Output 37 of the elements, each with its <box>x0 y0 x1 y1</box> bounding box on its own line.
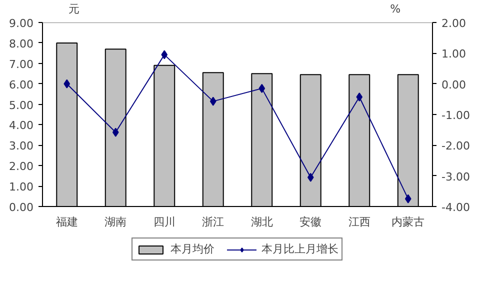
x-tick-label: 福建 <box>56 216 78 228</box>
y-tick-label: 7.00 <box>9 58 34 71</box>
y-tick-label: 6.00 <box>9 78 34 92</box>
x-tick-label: 内蒙古 <box>392 216 425 228</box>
point <box>161 50 168 60</box>
x-tick-label: 江西 <box>348 216 370 228</box>
y-tick-label: 2.00 <box>9 160 34 174</box>
y-tick-label: 1.00 <box>9 180 34 194</box>
y-axis-title: 元 <box>68 2 80 16</box>
x-tick-label: 湖南 <box>104 216 127 228</box>
y2-tick-label: 2.00 <box>442 17 466 30</box>
y2-tick-label: -1.00 <box>442 109 470 122</box>
legend-label: 本月比上月增长 <box>262 242 338 256</box>
y-tick-label: 5.00 <box>9 98 34 112</box>
point <box>210 96 216 106</box>
y2-tick-label: 1.00 <box>442 48 466 61</box>
y2-tick-label: -3.00 <box>442 170 470 184</box>
y2-axis-title: % <box>390 2 401 16</box>
y2-tick-label: -2.00 <box>442 140 470 153</box>
y-tick-label: 9.00 <box>9 17 34 30</box>
x-tick-label: 浙江 <box>202 216 224 228</box>
y2-tick-label: -4.00 <box>442 201 470 214</box>
y-tick-label: 0.00 <box>9 201 34 214</box>
point <box>307 172 314 182</box>
y2-tick-label: 0.00 <box>442 78 466 92</box>
point <box>404 194 412 204</box>
x-tick-label: 湖北 <box>250 216 273 228</box>
point <box>64 79 70 88</box>
x-tick-label: 四川 <box>153 216 176 228</box>
y-tick-label: 8.00 <box>9 37 34 50</box>
y-tick-label: 4.00 <box>9 119 34 132</box>
point <box>356 92 363 102</box>
point <box>258 84 266 93</box>
legend-label: 本月均价 <box>170 242 214 256</box>
point <box>112 128 119 137</box>
x-tick-label: 安徽 <box>300 216 322 228</box>
y-tick-label: 3.00 <box>9 140 34 153</box>
